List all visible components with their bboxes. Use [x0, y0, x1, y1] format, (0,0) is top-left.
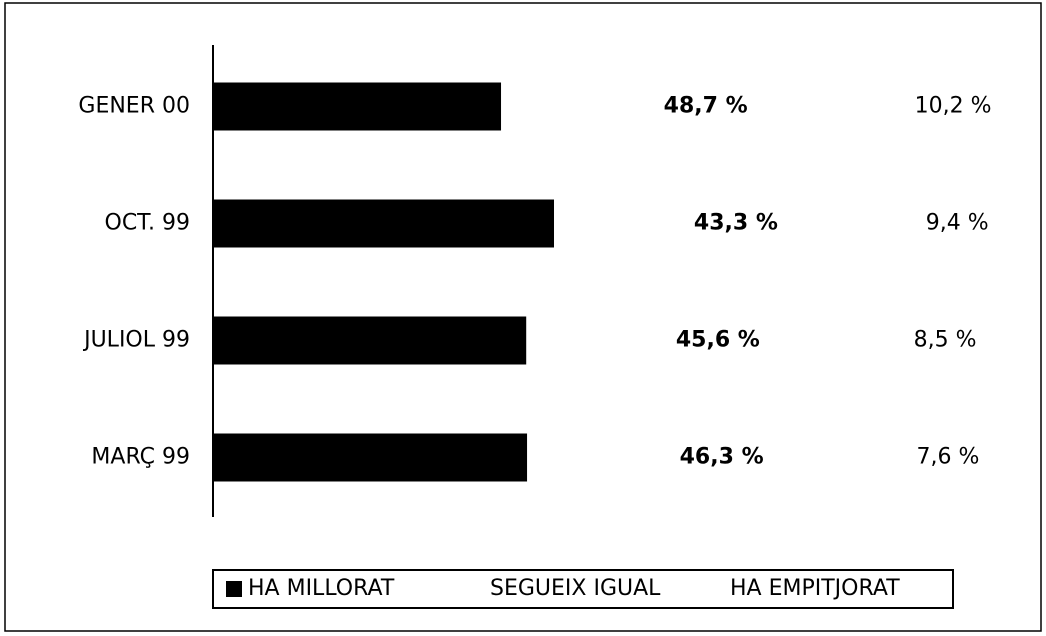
bar-segment — [554, 199, 918, 248]
bar-segment — [909, 316, 981, 365]
data-label: 45,6 % — [676, 328, 760, 353]
data-label: 37,4 % — [328, 445, 412, 470]
legend-box — [212, 569, 954, 609]
legend-label: SEGUEIX IGUAL — [490, 576, 661, 601]
bar-segment — [527, 433, 917, 482]
bar-segment — [501, 82, 911, 131]
legend-label: HA MILLORAT — [248, 576, 395, 601]
data-label: 8,5 % — [914, 328, 977, 353]
frame — [4, 2, 1042, 632]
bar-segment — [917, 199, 997, 248]
y-tick-label: GENER 00 — [78, 94, 190, 119]
bar-segment — [213, 199, 555, 248]
bar-segment — [910, 82, 996, 131]
bar-segment — [213, 316, 527, 365]
y-tick-label: MARÇ 99 — [91, 445, 190, 470]
legend-swatch — [226, 581, 242, 597]
data-label: 9,4 % — [926, 211, 989, 236]
bar-segment — [526, 316, 910, 365]
data-label: 43,3 % — [694, 211, 778, 236]
y-tick-label: JULIOL 99 — [82, 328, 190, 353]
bar-segment — [213, 433, 528, 482]
y-tick-label: OCT. 99 — [105, 211, 191, 236]
data-label: 48,7 % — [664, 94, 748, 119]
data-label: 40,6 % — [342, 211, 426, 236]
data-label: 34,3 % — [315, 94, 399, 119]
data-label: 7,6 % — [917, 445, 980, 470]
bar-segment — [213, 82, 502, 131]
data-label: 46,3 % — [680, 445, 764, 470]
data-label: 10,2 % — [915, 94, 992, 119]
data-label: 37,3 % — [328, 328, 412, 353]
legend-label: HA EMPITJORAT — [730, 576, 900, 601]
bar-segment — [916, 433, 980, 482]
